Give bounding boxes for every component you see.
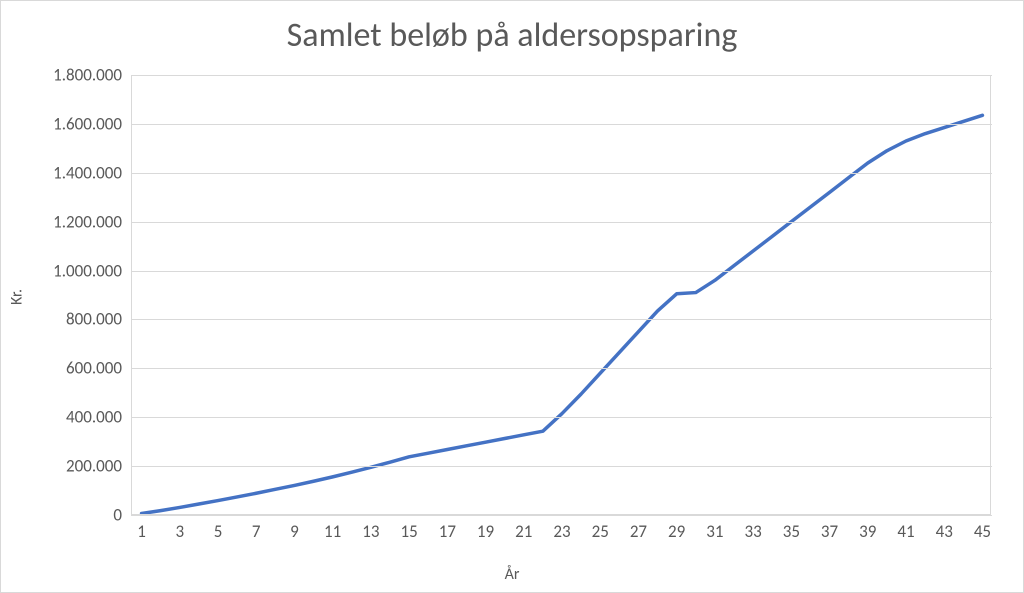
y-tick-label: 400.000 — [66, 407, 132, 428]
y-tick-label: 0 — [113, 505, 132, 526]
y-tick-label: 1.000.000 — [53, 260, 132, 281]
x-tick-label: 5 — [214, 515, 223, 542]
gridline — [132, 466, 992, 467]
x-tick-label: 23 — [553, 515, 570, 542]
x-tick-label: 17 — [439, 515, 456, 542]
series-line — [142, 115, 983, 513]
x-tick-label: 3 — [175, 515, 184, 542]
x-axis-label: År — [1, 565, 1023, 584]
x-tick-label: 45 — [974, 515, 991, 542]
y-tick-label: 1.800.000 — [53, 65, 132, 86]
x-tick-label: 35 — [783, 515, 800, 542]
chart-svg — [132, 75, 992, 515]
gridline — [132, 368, 992, 369]
x-tick-label: 39 — [859, 515, 876, 542]
x-tick-label: 11 — [324, 515, 341, 542]
x-tick-label: 13 — [362, 515, 379, 542]
gridline — [132, 222, 992, 223]
y-tick-label: 1.200.000 — [53, 211, 132, 232]
x-tick-label: 29 — [668, 515, 685, 542]
x-tick-label: 21 — [515, 515, 532, 542]
x-tick-label: 41 — [897, 515, 914, 542]
y-axis-label: Kr. — [8, 288, 27, 304]
x-tick-label: 1 — [137, 515, 146, 542]
chart-container: Samlet beløb på aldersopsparing Kr. År 0… — [0, 0, 1024, 593]
gridline — [132, 271, 992, 272]
x-tick-label: 27 — [630, 515, 647, 542]
gridline — [132, 173, 992, 174]
x-tick-label: 31 — [706, 515, 723, 542]
gridline — [132, 319, 992, 320]
x-tick-label: 37 — [821, 515, 838, 542]
x-tick-label: 7 — [252, 515, 261, 542]
x-tick-label: 15 — [400, 515, 417, 542]
y-tick-label: 800.000 — [66, 309, 132, 330]
chart-title: Samlet beløb på aldersopsparing — [1, 15, 1023, 56]
y-tick-label: 1.400.000 — [53, 162, 132, 183]
gridline — [132, 124, 992, 125]
y-tick-label: 1.600.000 — [53, 113, 132, 134]
x-tick-label: 9 — [290, 515, 299, 542]
x-tick-label: 25 — [592, 515, 609, 542]
y-tick-label: 200.000 — [66, 456, 132, 477]
y-tick-label: 600.000 — [66, 358, 132, 379]
x-tick-label: 19 — [477, 515, 494, 542]
plot-area: 0200.000400.000600.000800.0001.000.0001.… — [131, 75, 992, 516]
gridline — [132, 75, 992, 76]
x-tick-label: 43 — [936, 515, 953, 542]
gridline — [132, 417, 992, 418]
x-tick-label: 33 — [744, 515, 761, 542]
